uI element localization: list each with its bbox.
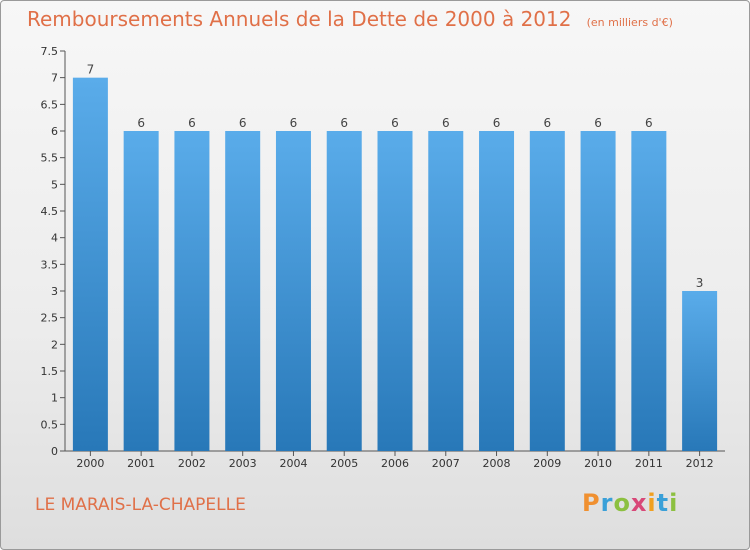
bar-2002 <box>174 131 210 451</box>
y-tick-label: 2 <box>51 338 58 351</box>
chart-bars <box>72 77 718 452</box>
chart-labels: 2000 7 2001 6 2002 6 2003 6 2004 6 2005 6 2006 6 2007 6… <box>76 63 713 470</box>
y-tick-label: 3 <box>51 285 58 298</box>
bar-value-label: 6 <box>493 116 501 130</box>
bar-value-label: 6 <box>442 116 450 130</box>
x-tick-label: 2003 <box>229 457 257 470</box>
bar-value-label: 6 <box>239 116 247 130</box>
bar-2007 <box>428 131 464 451</box>
proxiti-logo: Proxiti <box>582 489 679 517</box>
chart-axes: 0 0.5 1 1.5 2 2.5 3 3.5 4 4.5 5 5.5 6 6.5 7 7.5 <box>41 45 725 458</box>
bar-value-label: 7 <box>87 63 95 77</box>
x-tick-label: 2006 <box>381 457 409 470</box>
y-tick-label: 1 <box>51 392 58 405</box>
x-tick-label: 2008 <box>483 457 511 470</box>
bar-2004 <box>275 131 311 451</box>
y-tick-label: 5 <box>51 178 58 191</box>
bar-2005 <box>326 131 362 451</box>
bar-value-label: 6 <box>188 116 196 130</box>
x-tick-label: 2009 <box>533 457 561 470</box>
y-tick-label: 6 <box>51 125 58 138</box>
y-tick-label: 3.5 <box>41 258 59 271</box>
bar-2006 <box>377 131 413 451</box>
y-tick-label: 0 <box>51 445 58 458</box>
bar-2003 <box>225 131 261 451</box>
y-tick-label: 4 <box>51 232 58 245</box>
bar-2001 <box>123 131 159 451</box>
bar-value-label: 6 <box>594 116 602 130</box>
x-tick-label: 2011 <box>635 457 663 470</box>
x-tick-label: 2004 <box>279 457 307 470</box>
x-tick-label: 2002 <box>178 457 206 470</box>
chart-unit: (en milliers d'€) <box>586 16 673 29</box>
bar-value-label: 3 <box>696 276 704 290</box>
y-tick-label: 7 <box>51 72 58 85</box>
x-tick-label: 2001 <box>127 457 155 470</box>
x-tick-label: 2005 <box>330 457 358 470</box>
x-tick-label: 2007 <box>432 457 460 470</box>
chart-title: Remboursements Annuels de la Dette de 20… <box>27 7 572 31</box>
y-tick-label: 7.5 <box>41 45 59 58</box>
bar-2008 <box>479 131 515 451</box>
chart-title-block: Remboursements Annuels de la Dette de 20… <box>27 7 673 31</box>
bar-value-label: 6 <box>391 116 399 130</box>
y-tick-label: 1.5 <box>41 365 59 378</box>
bar-2012 <box>682 291 718 451</box>
bar-value-label: 6 <box>290 116 298 130</box>
commune-name: LE MARAIS-LA-CHAPELLE <box>35 495 246 515</box>
bar-2010 <box>580 131 616 451</box>
bar-2011 <box>631 131 667 451</box>
x-tick-label: 2010 <box>584 457 612 470</box>
bar-value-label: 6 <box>645 116 653 130</box>
y-tick-label: 6.5 <box>41 98 59 111</box>
y-tick-label: 2.5 <box>41 312 59 325</box>
bar-2009 <box>529 131 565 451</box>
y-tick-label: 5.5 <box>41 152 59 165</box>
bar-2000 <box>72 77 108 452</box>
bar-value-label: 6 <box>543 116 551 130</box>
y-tick-label: 0.5 <box>41 418 59 431</box>
bar-value-label: 6 <box>137 116 145 130</box>
y-tick-label: 4.5 <box>41 205 59 218</box>
x-tick-label: 2000 <box>76 457 104 470</box>
x-tick-label: 2012 <box>686 457 714 470</box>
bar-value-label: 6 <box>340 116 348 130</box>
